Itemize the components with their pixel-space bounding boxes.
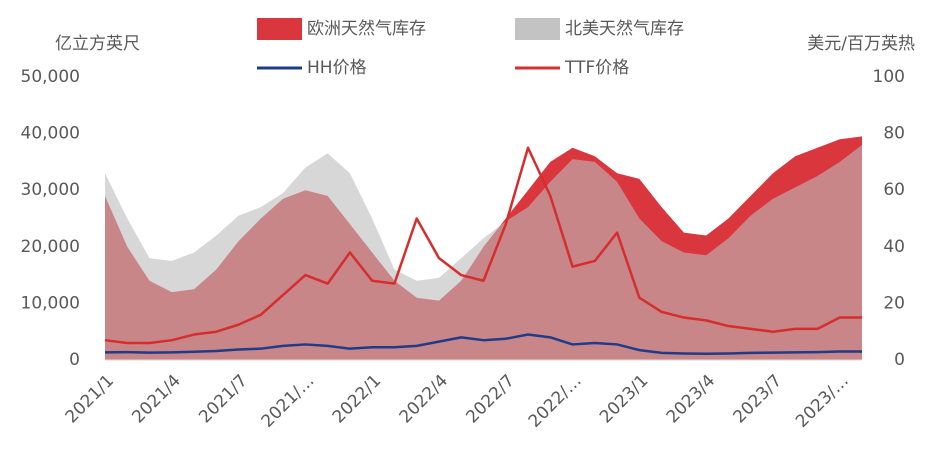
y-tick-label: 10,000 <box>21 293 80 313</box>
y2-tick-label: 20 <box>883 293 905 313</box>
x-tick: 2021/7 <box>195 371 251 427</box>
x-tick-label: 2023/1 <box>596 371 652 427</box>
x-tick-label: 2021/1 <box>62 371 118 427</box>
x-tick-label: 2022/… <box>525 371 586 432</box>
x-tick-label: 2021/… <box>258 371 319 432</box>
x-tick: 2023/4 <box>663 371 719 427</box>
y-tick-label: 30,000 <box>21 180 80 200</box>
y2-tick-label: 40 <box>883 237 905 257</box>
legend-swatch <box>257 18 302 40</box>
legend-label: 欧洲天然气库存 <box>307 19 426 39</box>
x-tick: 2021/4 <box>128 371 184 427</box>
x-tick: 2021/… <box>258 371 319 432</box>
x-tick: 2023/… <box>792 371 853 432</box>
legend-label: HH价格 <box>307 58 367 78</box>
x-tick: 2022/4 <box>396 371 452 427</box>
x-tick-label: 2022/4 <box>396 371 452 427</box>
y-tick-label: 50,000 <box>21 67 80 87</box>
x-tick-label: 2023/7 <box>730 371 786 427</box>
legend-swatch <box>515 18 560 40</box>
x-tick-label: 2022/1 <box>329 371 385 427</box>
x-tick: 2021/1 <box>62 371 118 427</box>
x-tick: 2022/1 <box>329 371 385 427</box>
x-tick-label: 2021/7 <box>195 371 251 427</box>
y2-tick-label: 0 <box>894 350 905 370</box>
x-tick-label: 2023/… <box>792 371 853 432</box>
line <box>104 146 862 345</box>
y-tick-label: 0 <box>69 350 80 370</box>
legend-label: TTF价格 <box>564 58 629 78</box>
line <box>104 333 862 356</box>
y2-axis-title: 美元/百万英热 <box>807 34 915 54</box>
x-tick: 2023/7 <box>730 371 786 427</box>
x-tick-label: 2023/4 <box>663 371 719 427</box>
legend-label: 北美天然气库存 <box>565 19 684 39</box>
area <box>105 144 862 360</box>
y2-tick-label: 80 <box>883 124 905 144</box>
x-tick-label: 2021/4 <box>128 371 184 427</box>
y-tick-label: 20,000 <box>21 237 80 257</box>
y-axis-title: 亿立方英尺 <box>55 34 140 54</box>
y2-tick-label: 60 <box>883 180 905 200</box>
y2-tick-label: 100 <box>873 67 905 87</box>
x-tick: 2022/… <box>525 371 586 432</box>
x-tick: 2023/1 <box>596 371 652 427</box>
x-tick: 2022/7 <box>462 371 518 427</box>
y-tick-label: 40,000 <box>21 124 80 144</box>
x-tick-label: 2022/7 <box>462 371 518 427</box>
